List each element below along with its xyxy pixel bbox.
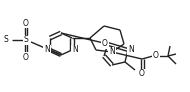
Text: O: O [153, 52, 159, 61]
Text: N: N [72, 46, 78, 54]
Text: O: O [23, 18, 29, 28]
Text: N: N [109, 47, 115, 56]
Text: N: N [128, 46, 134, 54]
Text: S: S [24, 36, 28, 45]
Text: O: O [102, 39, 108, 48]
Text: O: O [23, 53, 29, 61]
Text: S: S [3, 36, 8, 45]
Text: N: N [44, 46, 50, 54]
Text: O: O [139, 69, 145, 78]
